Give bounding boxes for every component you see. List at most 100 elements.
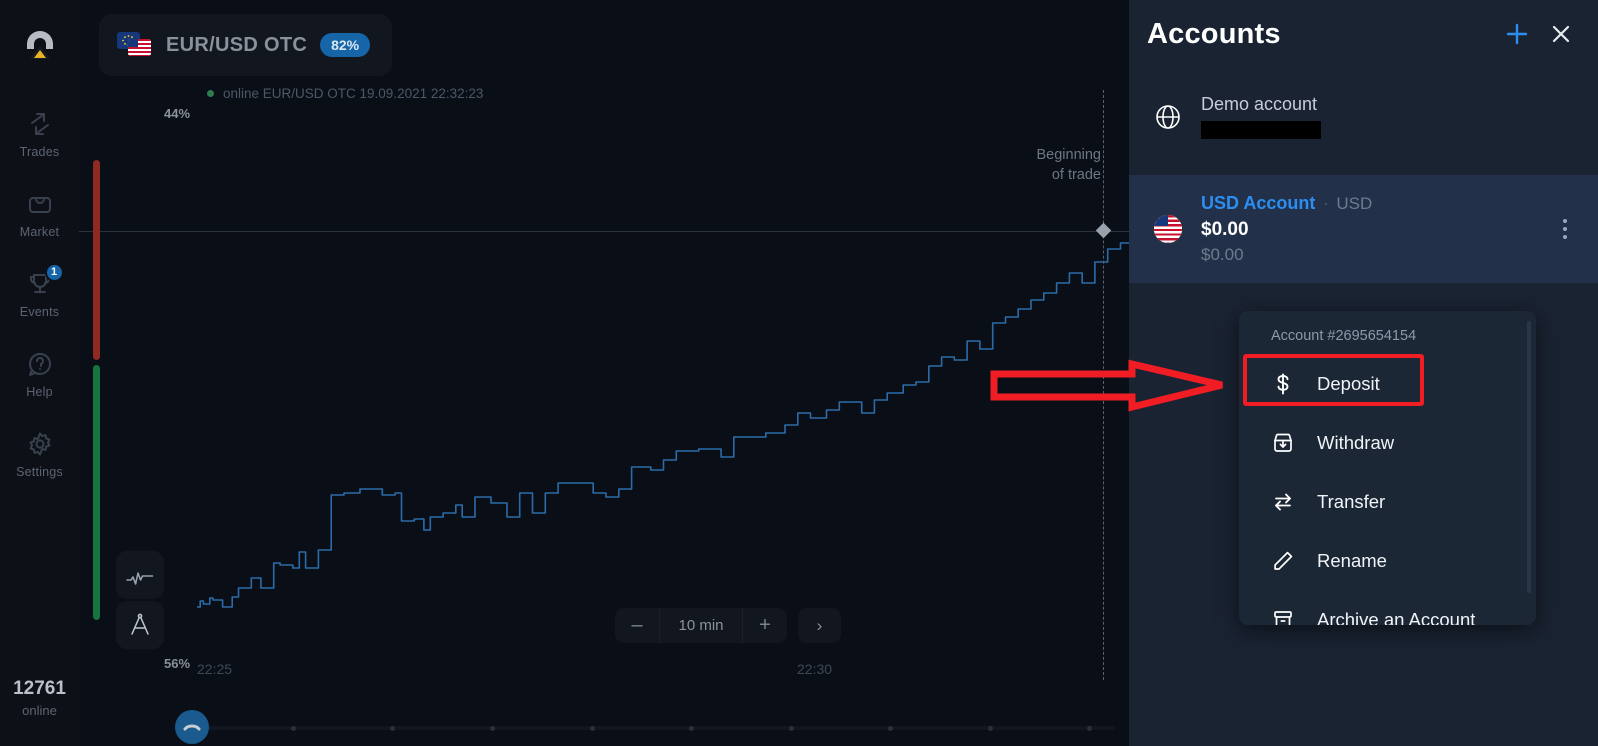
withdraw-icon bbox=[1271, 431, 1295, 455]
dollar-icon bbox=[1271, 372, 1295, 396]
sidebar-item-events[interactable]: 1 Events bbox=[0, 254, 79, 334]
menu-item-archive-account[interactable]: Archive an Account bbox=[1239, 590, 1536, 625]
sidebar-item-trades[interactable]: Trades bbox=[0, 94, 79, 174]
asset-selector[interactable]: EUR/USD OTC 82% bbox=[99, 14, 393, 76]
chart-area[interactable]: Beginning of trade EUR/USD O bbox=[79, 0, 1129, 746]
archive-icon bbox=[1271, 608, 1295, 625]
menu-item-withdraw[interactable]: Withdraw bbox=[1239, 413, 1536, 472]
sidebar-item-label: Help bbox=[26, 384, 53, 399]
online-label: online bbox=[22, 703, 57, 718]
market-bag-icon bbox=[26, 190, 54, 218]
account-usd-body: USD Account · USD $0.00 $0.00 bbox=[1201, 193, 1538, 265]
online-users-indicator: 12761 online bbox=[0, 678, 79, 718]
timeframe-value[interactable]: 10 min bbox=[659, 608, 743, 643]
scroll-tick bbox=[291, 725, 296, 731]
kebab-menu-icon[interactable] bbox=[1554, 216, 1576, 242]
plus-icon[interactable] bbox=[1502, 19, 1532, 49]
pencil-icon bbox=[1271, 549, 1295, 573]
events-trophy-icon: 1 bbox=[26, 262, 64, 298]
sidebar-item-label: Events bbox=[19, 304, 60, 319]
sentiment-bar-up bbox=[93, 365, 100, 620]
sentiment-up-percent: 56% bbox=[164, 656, 191, 671]
price-chart bbox=[197, 242, 1129, 608]
account-row-demo[interactable]: Demo account bbox=[1129, 68, 1598, 175]
payout-badge: 82% bbox=[320, 33, 371, 57]
accounts-panel-header: Accounts bbox=[1129, 0, 1598, 68]
scroll-tick bbox=[888, 725, 893, 731]
asset-name: EUR/USD OTC bbox=[166, 33, 308, 56]
account-context-menu: Account #2695654154 Deposit bbox=[1239, 311, 1536, 625]
trade-label-line2: of trade bbox=[1051, 166, 1101, 183]
sentiment-bar-down bbox=[93, 160, 100, 360]
close-icon[interactable] bbox=[1546, 19, 1576, 49]
sidebar-item-label: Settings bbox=[16, 464, 63, 479]
menu-item-transfer[interactable]: Transfer bbox=[1239, 472, 1536, 531]
account-currency: USD bbox=[1336, 193, 1373, 213]
accounts-panel: Accounts Demo account bbox=[1129, 0, 1598, 746]
asset-status-line: online EUR/USD OTC 19.09.2021 22:32:23 bbox=[207, 86, 483, 101]
us-flag-icon bbox=[1151, 212, 1185, 246]
menu-item-label: Deposit bbox=[1317, 372, 1380, 394]
timeframe-group: – 10 min + bbox=[615, 608, 787, 643]
scroll-handle-icon[interactable] bbox=[175, 710, 209, 744]
online-count: 12761 bbox=[13, 678, 66, 699]
scroll-tick bbox=[490, 725, 495, 731]
scroll-tick bbox=[789, 725, 794, 731]
transfer-icon bbox=[1271, 490, 1295, 514]
page-title: Accounts bbox=[1147, 17, 1281, 50]
indicators-chart-icon[interactable] bbox=[116, 551, 164, 599]
scroll-tick bbox=[988, 725, 993, 731]
help-question-icon bbox=[26, 350, 54, 378]
menu-item-label: Rename bbox=[1317, 549, 1387, 571]
account-balance: $0.00 bbox=[1201, 219, 1249, 241]
scroll-tick bbox=[1087, 725, 1092, 731]
menu-item-label: Transfer bbox=[1317, 490, 1386, 512]
scroll-tick bbox=[590, 725, 595, 731]
sidebar-item-market[interactable]: Market bbox=[0, 174, 79, 254]
account-name: USD Account bbox=[1201, 193, 1316, 214]
sidebar-item-label: Market bbox=[19, 224, 60, 239]
events-badge: 1 bbox=[44, 262, 64, 282]
current-price-line bbox=[79, 231, 1129, 232]
menu-item-label: Archive an Account bbox=[1317, 608, 1476, 626]
timeframe-control: – 10 min + › bbox=[615, 608, 841, 643]
sentiment-down-percent: 44% bbox=[164, 106, 191, 121]
status-text: online EUR/USD OTC 19.09.2021 22:32:23 bbox=[223, 86, 484, 101]
beginning-of-trade-line bbox=[1103, 90, 1104, 680]
menu-item-label: Withdraw bbox=[1317, 431, 1395, 453]
company-logo-icon[interactable] bbox=[19, 22, 61, 64]
trades-arrows-icon bbox=[26, 110, 54, 138]
sidebar-item-settings[interactable]: Settings bbox=[0, 414, 79, 494]
time-axis-label: 22:30 bbox=[797, 661, 833, 677]
status-dot-icon bbox=[207, 90, 214, 97]
red-arrow-pointer bbox=[990, 359, 1223, 412]
beginning-of-trade-label: Beginning of trade bbox=[1037, 146, 1102, 185]
settings-gear-icon bbox=[26, 430, 54, 458]
account-sub-balance: $0.00 bbox=[1201, 245, 1244, 265]
left-sidebar: Trades Market 1 bbox=[0, 0, 79, 746]
account-name: Demo account bbox=[1201, 94, 1318, 114]
sidebar-item-help[interactable]: Help bbox=[0, 334, 79, 414]
account-separator: · bbox=[1323, 195, 1329, 213]
drawing-tools-icon[interactable] bbox=[116, 601, 164, 649]
account-demo-body: Demo account bbox=[1201, 94, 1576, 139]
eur-usd-flags-icon bbox=[117, 32, 153, 58]
menu-item-rename[interactable]: Rename bbox=[1239, 531, 1536, 590]
chart-scroll-track[interactable] bbox=[175, 725, 1115, 731]
account-balance-redacted bbox=[1201, 121, 1321, 139]
account-row-usd[interactable]: USD Account · USD $0.00 $0.00 bbox=[1129, 175, 1598, 284]
timeframe-increase-button[interactable]: + bbox=[759, 614, 771, 636]
globe-icon bbox=[1151, 100, 1185, 134]
account-number-label: Account #2695654154 bbox=[1271, 328, 1417, 344]
scroll-tick bbox=[390, 725, 395, 731]
time-axis-label: 22:25 bbox=[197, 661, 233, 677]
menu-item-deposit[interactable]: Deposit bbox=[1239, 354, 1536, 413]
timeframe-decrease-button[interactable]: – bbox=[631, 614, 643, 636]
chart-next-button[interactable]: › bbox=[798, 608, 841, 643]
sidebar-nav: Trades Market 1 bbox=[0, 94, 79, 494]
trade-label-line1: Beginning bbox=[1036, 147, 1102, 163]
dropdown-scrollbar[interactable] bbox=[1527, 321, 1531, 593]
sidebar-item-label: Trades bbox=[19, 144, 60, 159]
scroll-tick bbox=[689, 725, 694, 731]
